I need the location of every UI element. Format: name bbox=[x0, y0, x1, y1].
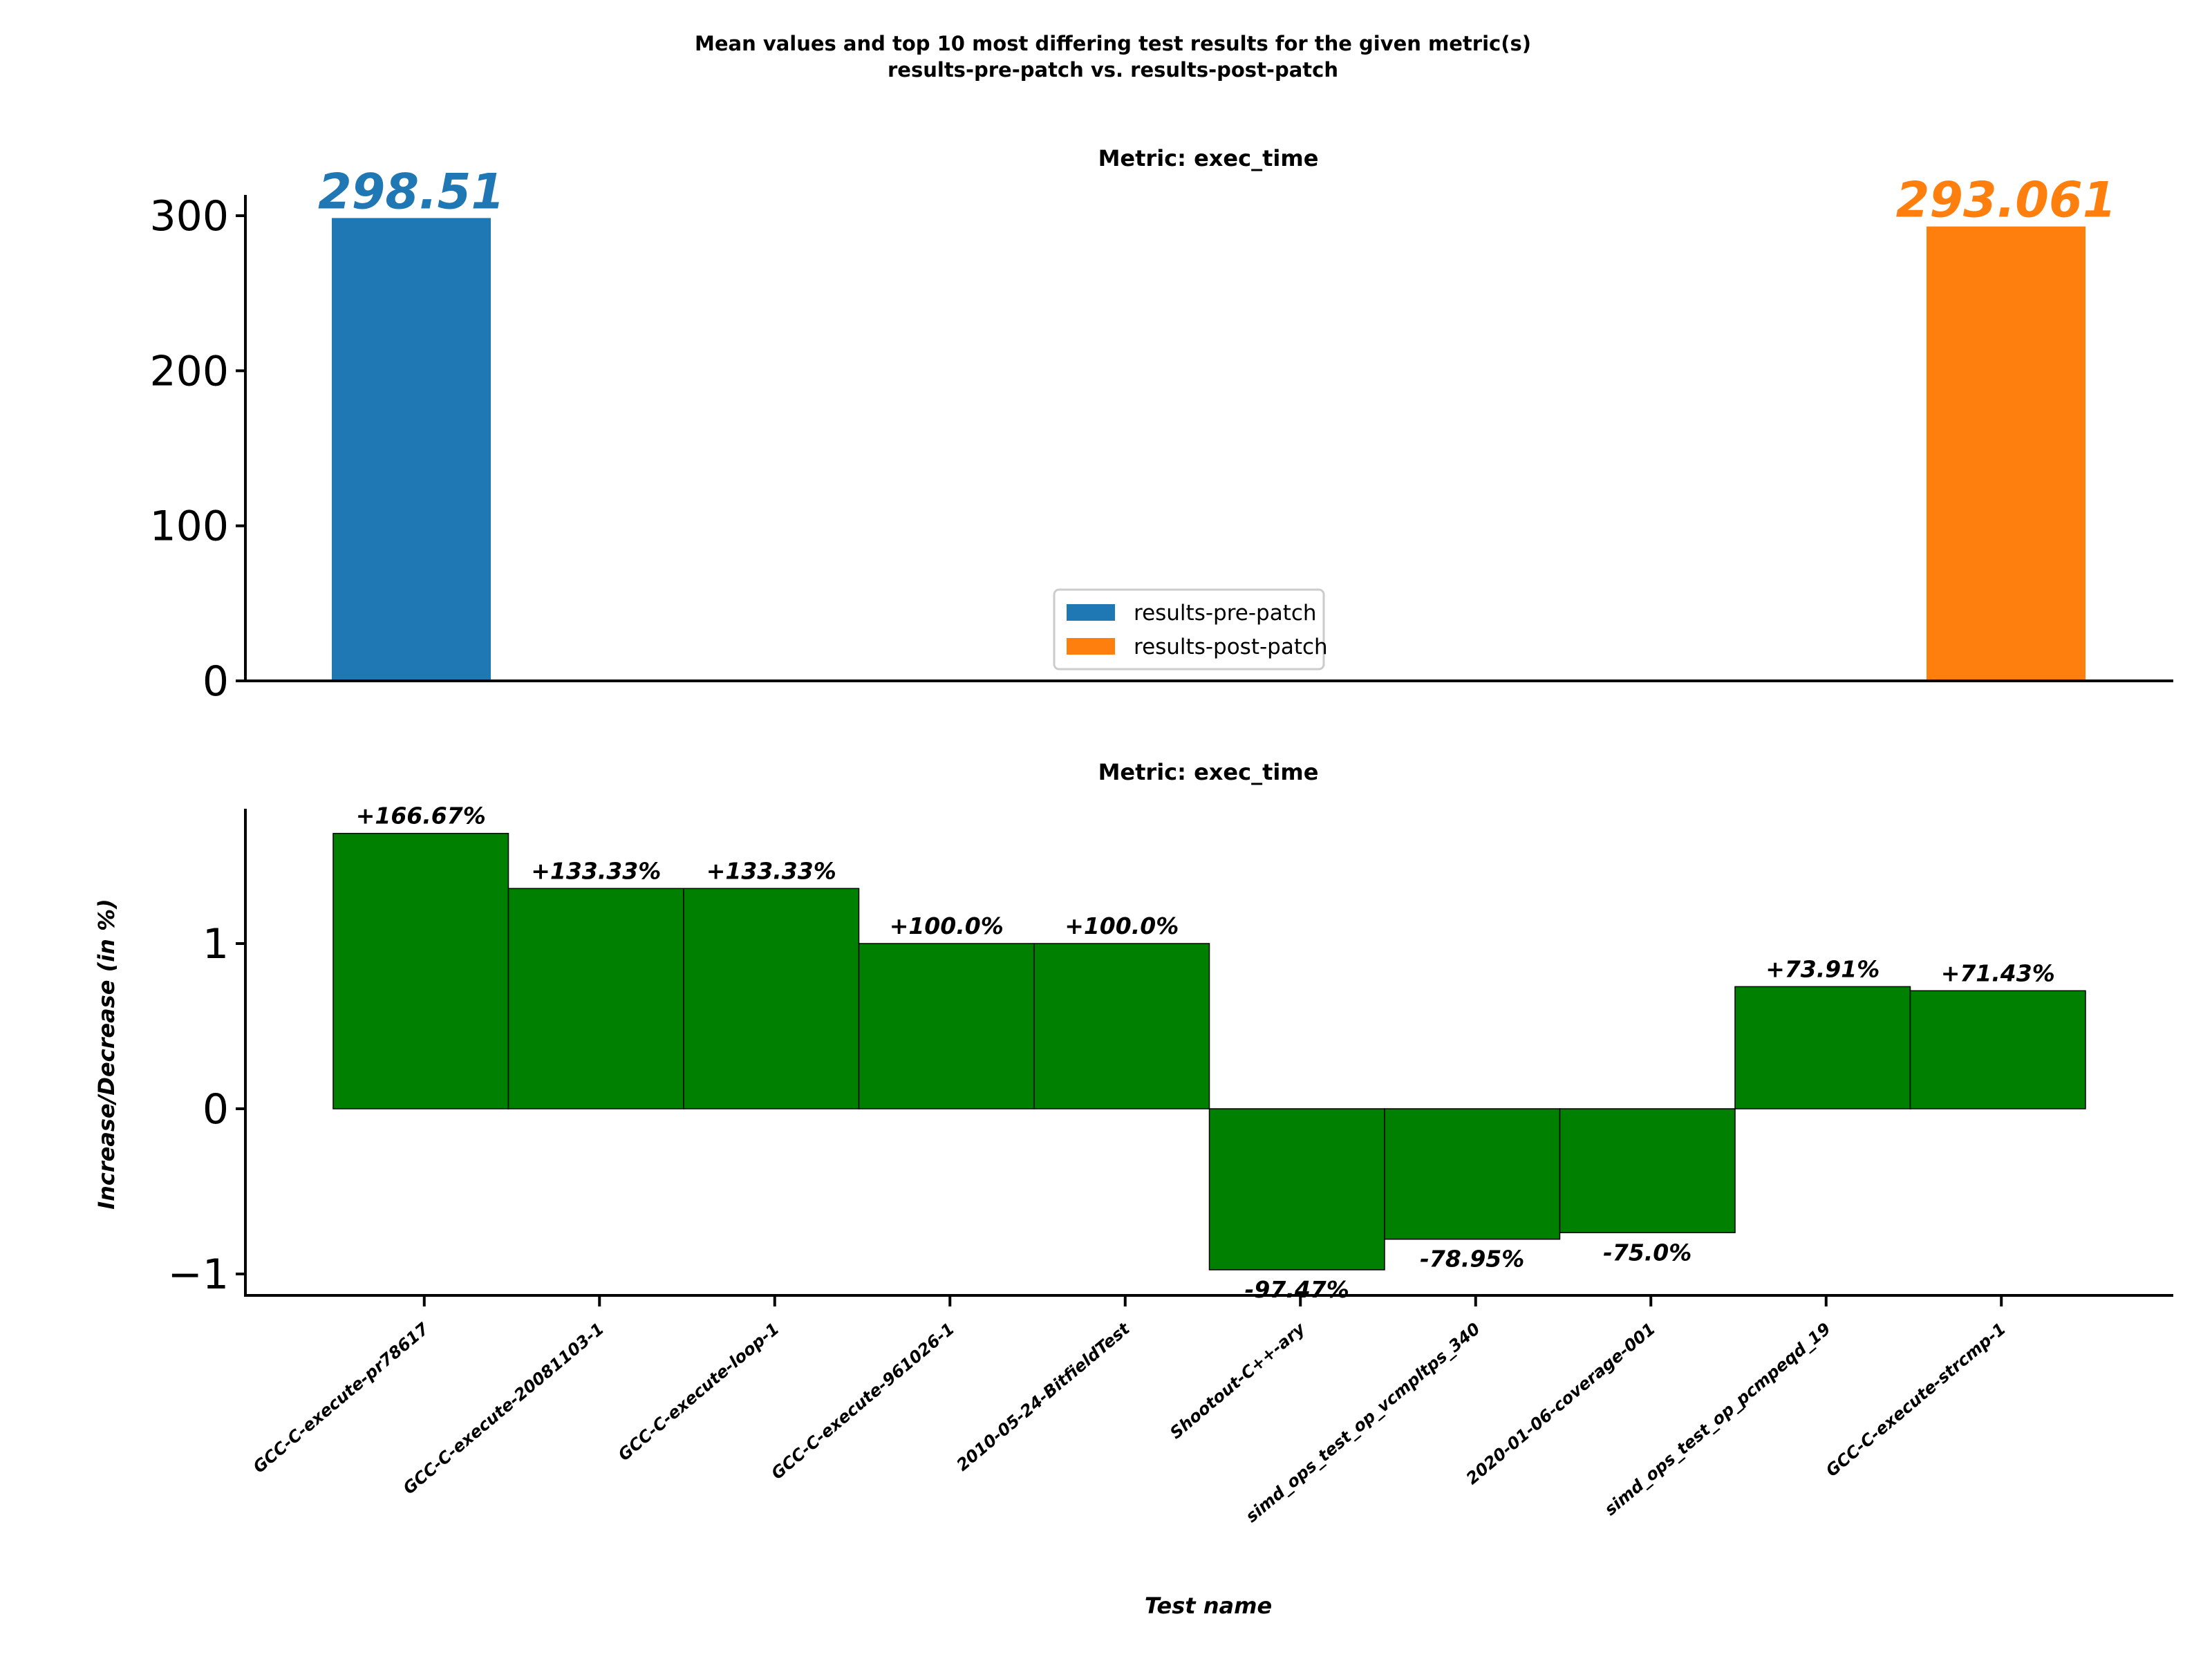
bottom-y-axis-ticks: −1 0 1 bbox=[168, 920, 245, 1299]
top-y-tick-label: 200 bbox=[149, 347, 229, 395]
bottom-panel-title: Metric: exec_time bbox=[1098, 759, 1319, 785]
diff-value-label: +71.43% bbox=[1941, 959, 2055, 986]
legend-swatch-post bbox=[1067, 638, 1115, 655]
legend-label-pre: results-pre-patch bbox=[1134, 601, 1317, 626]
x-tick-label: GCC-C-execute-strcmp-1 bbox=[1822, 1319, 2009, 1481]
diff-bar bbox=[1559, 1108, 1736, 1233]
legend: results-pre-patch results-post-patch bbox=[1053, 588, 1328, 671]
diff-value-label: -78.95% bbox=[1420, 1246, 1524, 1273]
x-tick-label: GCC-C-execute-961026-1 bbox=[767, 1319, 958, 1483]
x-tick-label: Shootout-C++-ary bbox=[1166, 1318, 1309, 1443]
bottom-y-tick-label: 1 bbox=[203, 920, 229, 968]
top-y-tick-label: 300 bbox=[149, 192, 229, 241]
legend-box bbox=[1053, 588, 1325, 671]
diff-value-label: +133.33% bbox=[531, 857, 661, 884]
bottom-y-tick-label: −1 bbox=[168, 1250, 229, 1299]
mean-bar-post-patch bbox=[1927, 226, 2086, 681]
diff-bar bbox=[858, 943, 1035, 1109]
figure-title-line-2: results-pre-patch vs. results-post-patch bbox=[888, 58, 1338, 82]
diff-bar bbox=[332, 832, 509, 1109]
diff-value-label: +166.67% bbox=[356, 803, 486, 830]
x-tick-label: GCC-C-execute-pr78617 bbox=[250, 1319, 433, 1477]
mean-values-panel: Metric: exec_time 298.51 293.061 0 100 200 3… bbox=[149, 145, 2173, 706]
x-tick-label: 2020-01-06-coverage-001 bbox=[1463, 1319, 1659, 1488]
top-y-tick-label: 100 bbox=[149, 503, 229, 551]
diff-value-label: +100.0% bbox=[890, 912, 1004, 939]
diff-bar bbox=[1033, 943, 1210, 1109]
diff-panel: Metric: exec_time +166.67% +133.33% +133.3… bbox=[93, 759, 2173, 1619]
legend-swatch-pre bbox=[1067, 604, 1115, 621]
diff-bar bbox=[1384, 1108, 1561, 1240]
mean-value-label-pre-patch: 298.51 bbox=[318, 163, 505, 220]
top-y-axis-ticks: 0 100 200 300 bbox=[149, 192, 245, 706]
figure-title-line-1: Mean values and top 10 most differing te… bbox=[695, 32, 1531, 55]
x-axis-label: Test name bbox=[1145, 1593, 1272, 1619]
diff-bars: +166.67% +133.33% +133.33% +100.0% +100.0% -9… bbox=[332, 803, 2086, 1303]
diff-value-label: +73.91% bbox=[1765, 955, 1880, 982]
diff-bar bbox=[1909, 990, 2086, 1109]
top-panel-title: Metric: exec_time bbox=[1098, 145, 1319, 171]
x-tick-label: GCC-C-execute-20081103-1 bbox=[400, 1319, 608, 1498]
diff-bar bbox=[507, 888, 684, 1109]
y-axis-label: Increase/Decrease (in %) bbox=[93, 899, 120, 1210]
x-tick-label: 2010-05-24-BitfieldTest bbox=[953, 1318, 1134, 1474]
diff-bar bbox=[1208, 1108, 1385, 1271]
bottom-y-tick-label: 0 bbox=[203, 1085, 229, 1134]
diff-value-label: -75.0% bbox=[1603, 1239, 1691, 1266]
mean-bar-pre-patch bbox=[332, 218, 491, 681]
bottom-x-axis-ticks: GCC-C-execute-pr78617GCC-C-execute-20081… bbox=[250, 1295, 2009, 1526]
top-y-tick-label: 0 bbox=[203, 657, 229, 706]
mean-value-label-post-patch: 293.061 bbox=[1896, 172, 2117, 229]
x-tick-label: GCC-C-execute-loop-1 bbox=[615, 1319, 783, 1465]
legend-label-post: results-post-patch bbox=[1134, 635, 1328, 659]
diff-bar bbox=[1734, 986, 1911, 1109]
diff-value-label: +133.33% bbox=[706, 857, 836, 884]
mean-bars: 298.51 293.061 bbox=[318, 163, 2116, 681]
diff-value-label: +100.0% bbox=[1065, 912, 1179, 939]
diff-value-label: -97.47% bbox=[1245, 1276, 1349, 1303]
diff-bar bbox=[683, 888, 860, 1109]
